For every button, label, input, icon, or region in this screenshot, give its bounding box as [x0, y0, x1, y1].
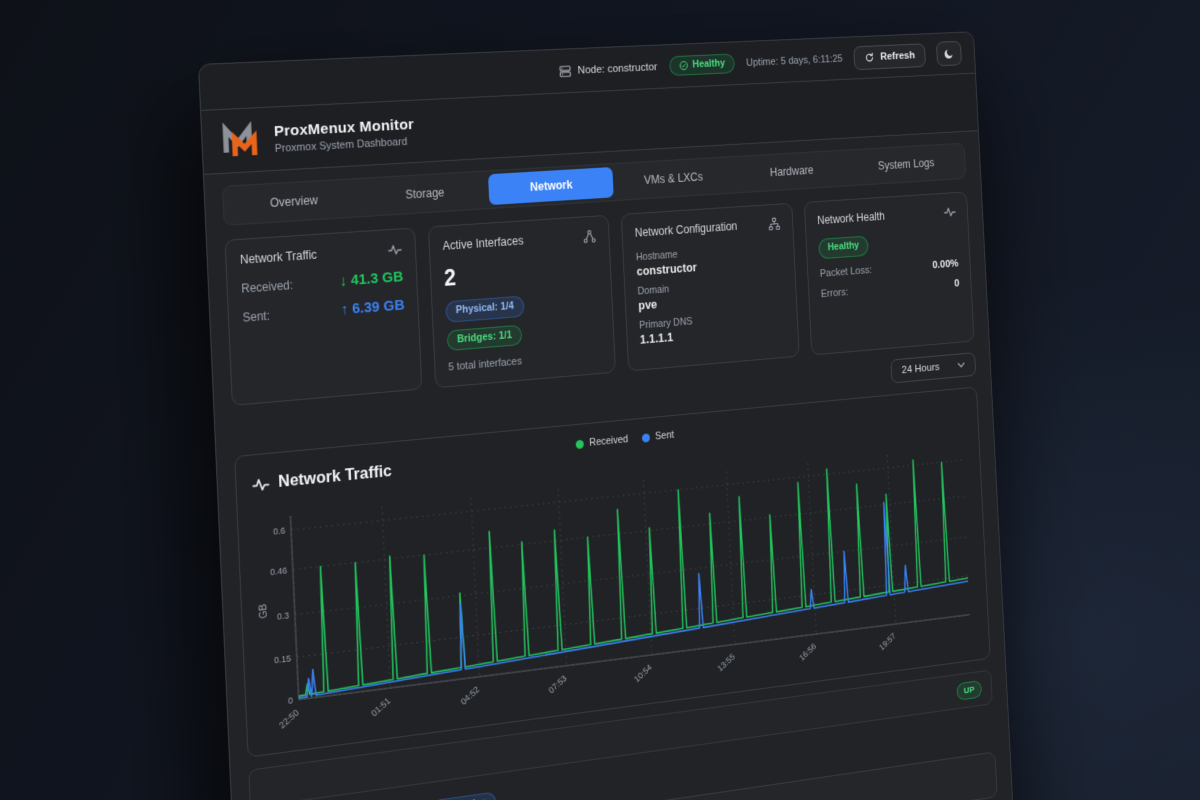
tab-overview[interactable]: Overview: [269, 193, 319, 210]
svg-text:13:55: 13:55: [716, 652, 737, 673]
refresh-icon: [864, 51, 874, 62]
tab-storage[interactable]: Storage: [405, 185, 445, 202]
received-label: Received:: [241, 277, 294, 296]
svg-text:GB: GB: [258, 603, 269, 619]
sent-row: Sent: ↑ 6.39 GB: [242, 297, 405, 326]
total-interfaces-note: 5 total interfaces: [448, 355, 523, 374]
theme-toggle-button[interactable]: [935, 40, 962, 67]
active-interfaces-card: Active Interfaces 2 Physical: 1/4 Bridge…: [427, 214, 616, 389]
network-traffic-card: Network Traffic Received: ↓ 41.3 GB Sent…: [224, 227, 423, 407]
chevron-down-icon: [957, 361, 965, 371]
time-range-select[interactable]: 24 Hours: [890, 352, 977, 384]
network-traffic-chart-card: Received Sent Network Traffic 0 0.15 0.3 0.…: [234, 386, 991, 759]
svg-text:22:50: 22:50: [277, 708, 300, 731]
domain-field: Domain pve: [637, 275, 784, 313]
health-status-label: Healthy: [692, 57, 726, 70]
errors-label: Errors:: [820, 286, 849, 300]
legend-sent: Sent: [641, 429, 674, 443]
network-health-status-badge: Healthy: [818, 235, 869, 259]
svg-text:0.6: 0.6: [273, 526, 286, 537]
down-arrow-icon: ↓: [339, 272, 348, 290]
svg-text:0: 0: [288, 696, 293, 707]
packet-loss-label: Packet Loss:: [819, 264, 873, 280]
sent-value: ↑ 6.39 GB: [340, 296, 405, 319]
network-health-card: Network Health Healthy Packet Loss: 0.00…: [803, 191, 975, 356]
network-health-title: Network Health: [816, 209, 886, 228]
hostname-field: Hostname constructor: [636, 242, 783, 278]
refresh-label: Refresh: [879, 49, 916, 63]
tab-system-logs[interactable]: System Logs: [877, 156, 935, 173]
primary-dns-field: Primary DNS 1.1.1.1: [639, 308, 786, 347]
active-interfaces-count: 2: [443, 264, 457, 291]
network-traffic-card-title: Network Traffic: [239, 247, 318, 267]
packet-loss-row: Packet Loss: 0.00%: [820, 258, 959, 279]
sent-legend-dot: [641, 433, 651, 443]
legend-received: Received: [575, 434, 628, 450]
tab-hardware[interactable]: Hardware: [769, 163, 814, 180]
tab-network[interactable]: Network: [487, 166, 614, 206]
dashboard-window: Node: constructor Healthy Uptime: 5 days…: [198, 31, 1029, 800]
tab-vms-lxcs[interactable]: VMs & LXCs: [643, 170, 704, 187]
refresh-button[interactable]: Refresh: [853, 42, 926, 70]
errors-row: Errors: 0: [821, 278, 960, 300]
traffic-chart: 0 0.15 0.3 0.46 0.6 22:50 01:51 04:52 07:53 10:54…: [258, 436, 978, 731]
physical-count-badge: Physical: 1/4: [445, 295, 525, 323]
moon-icon: [944, 49, 953, 59]
proxmenux-logo: [219, 120, 263, 160]
bridges-count-badge: Bridges: 1/1: [446, 324, 523, 352]
network-nodes-icon: [583, 229, 597, 244]
received-value: ↓ 41.3 GB: [339, 268, 404, 290]
svg-text:10:54: 10:54: [632, 663, 653, 685]
svg-text:01:51: 01:51: [369, 696, 392, 719]
health-status-badge: Healthy: [668, 53, 735, 77]
network-configuration-card: Network Configuration Hostname construct…: [620, 202, 800, 372]
uptime-text: Uptime: 5 days, 6:11:25: [745, 52, 843, 69]
node-label: Node: constructor: [577, 61, 658, 77]
activity-icon: [943, 205, 956, 219]
svg-text:19:57: 19:57: [878, 632, 898, 653]
packet-loss-value: 0.00%: [932, 257, 959, 271]
activity-icon: [388, 242, 403, 258]
errors-value: 0: [954, 277, 960, 290]
svg-text:0.3: 0.3: [277, 611, 290, 622]
network-configuration-title: Network Configuration: [634, 219, 738, 240]
check-circle-icon: [679, 60, 689, 71]
up-status-badge: UP: [956, 679, 983, 701]
network-tree-icon: [768, 217, 781, 232]
active-count-badge: 1/4 Active: [430, 791, 497, 800]
up-arrow-icon: ↑: [340, 300, 349, 319]
svg-text:07:53: 07:53: [547, 674, 569, 696]
svg-text:16:56: 16:56: [798, 642, 818, 663]
server-icon: [559, 64, 572, 78]
svg-text:0.46: 0.46: [270, 565, 287, 577]
svg-text:04:52: 04:52: [459, 685, 481, 707]
active-interfaces-title: Active Interfaces: [442, 233, 524, 253]
activity-icon: [252, 475, 270, 495]
received-legend-dot: [575, 439, 585, 449]
svg-text:0.15: 0.15: [274, 653, 291, 665]
time-range-value: 24 Hours: [901, 361, 940, 377]
sent-label: Sent:: [242, 308, 271, 325]
received-row: Received: ↓ 41.3 GB: [241, 268, 404, 296]
node-indicator: Node: constructor: [559, 60, 658, 78]
